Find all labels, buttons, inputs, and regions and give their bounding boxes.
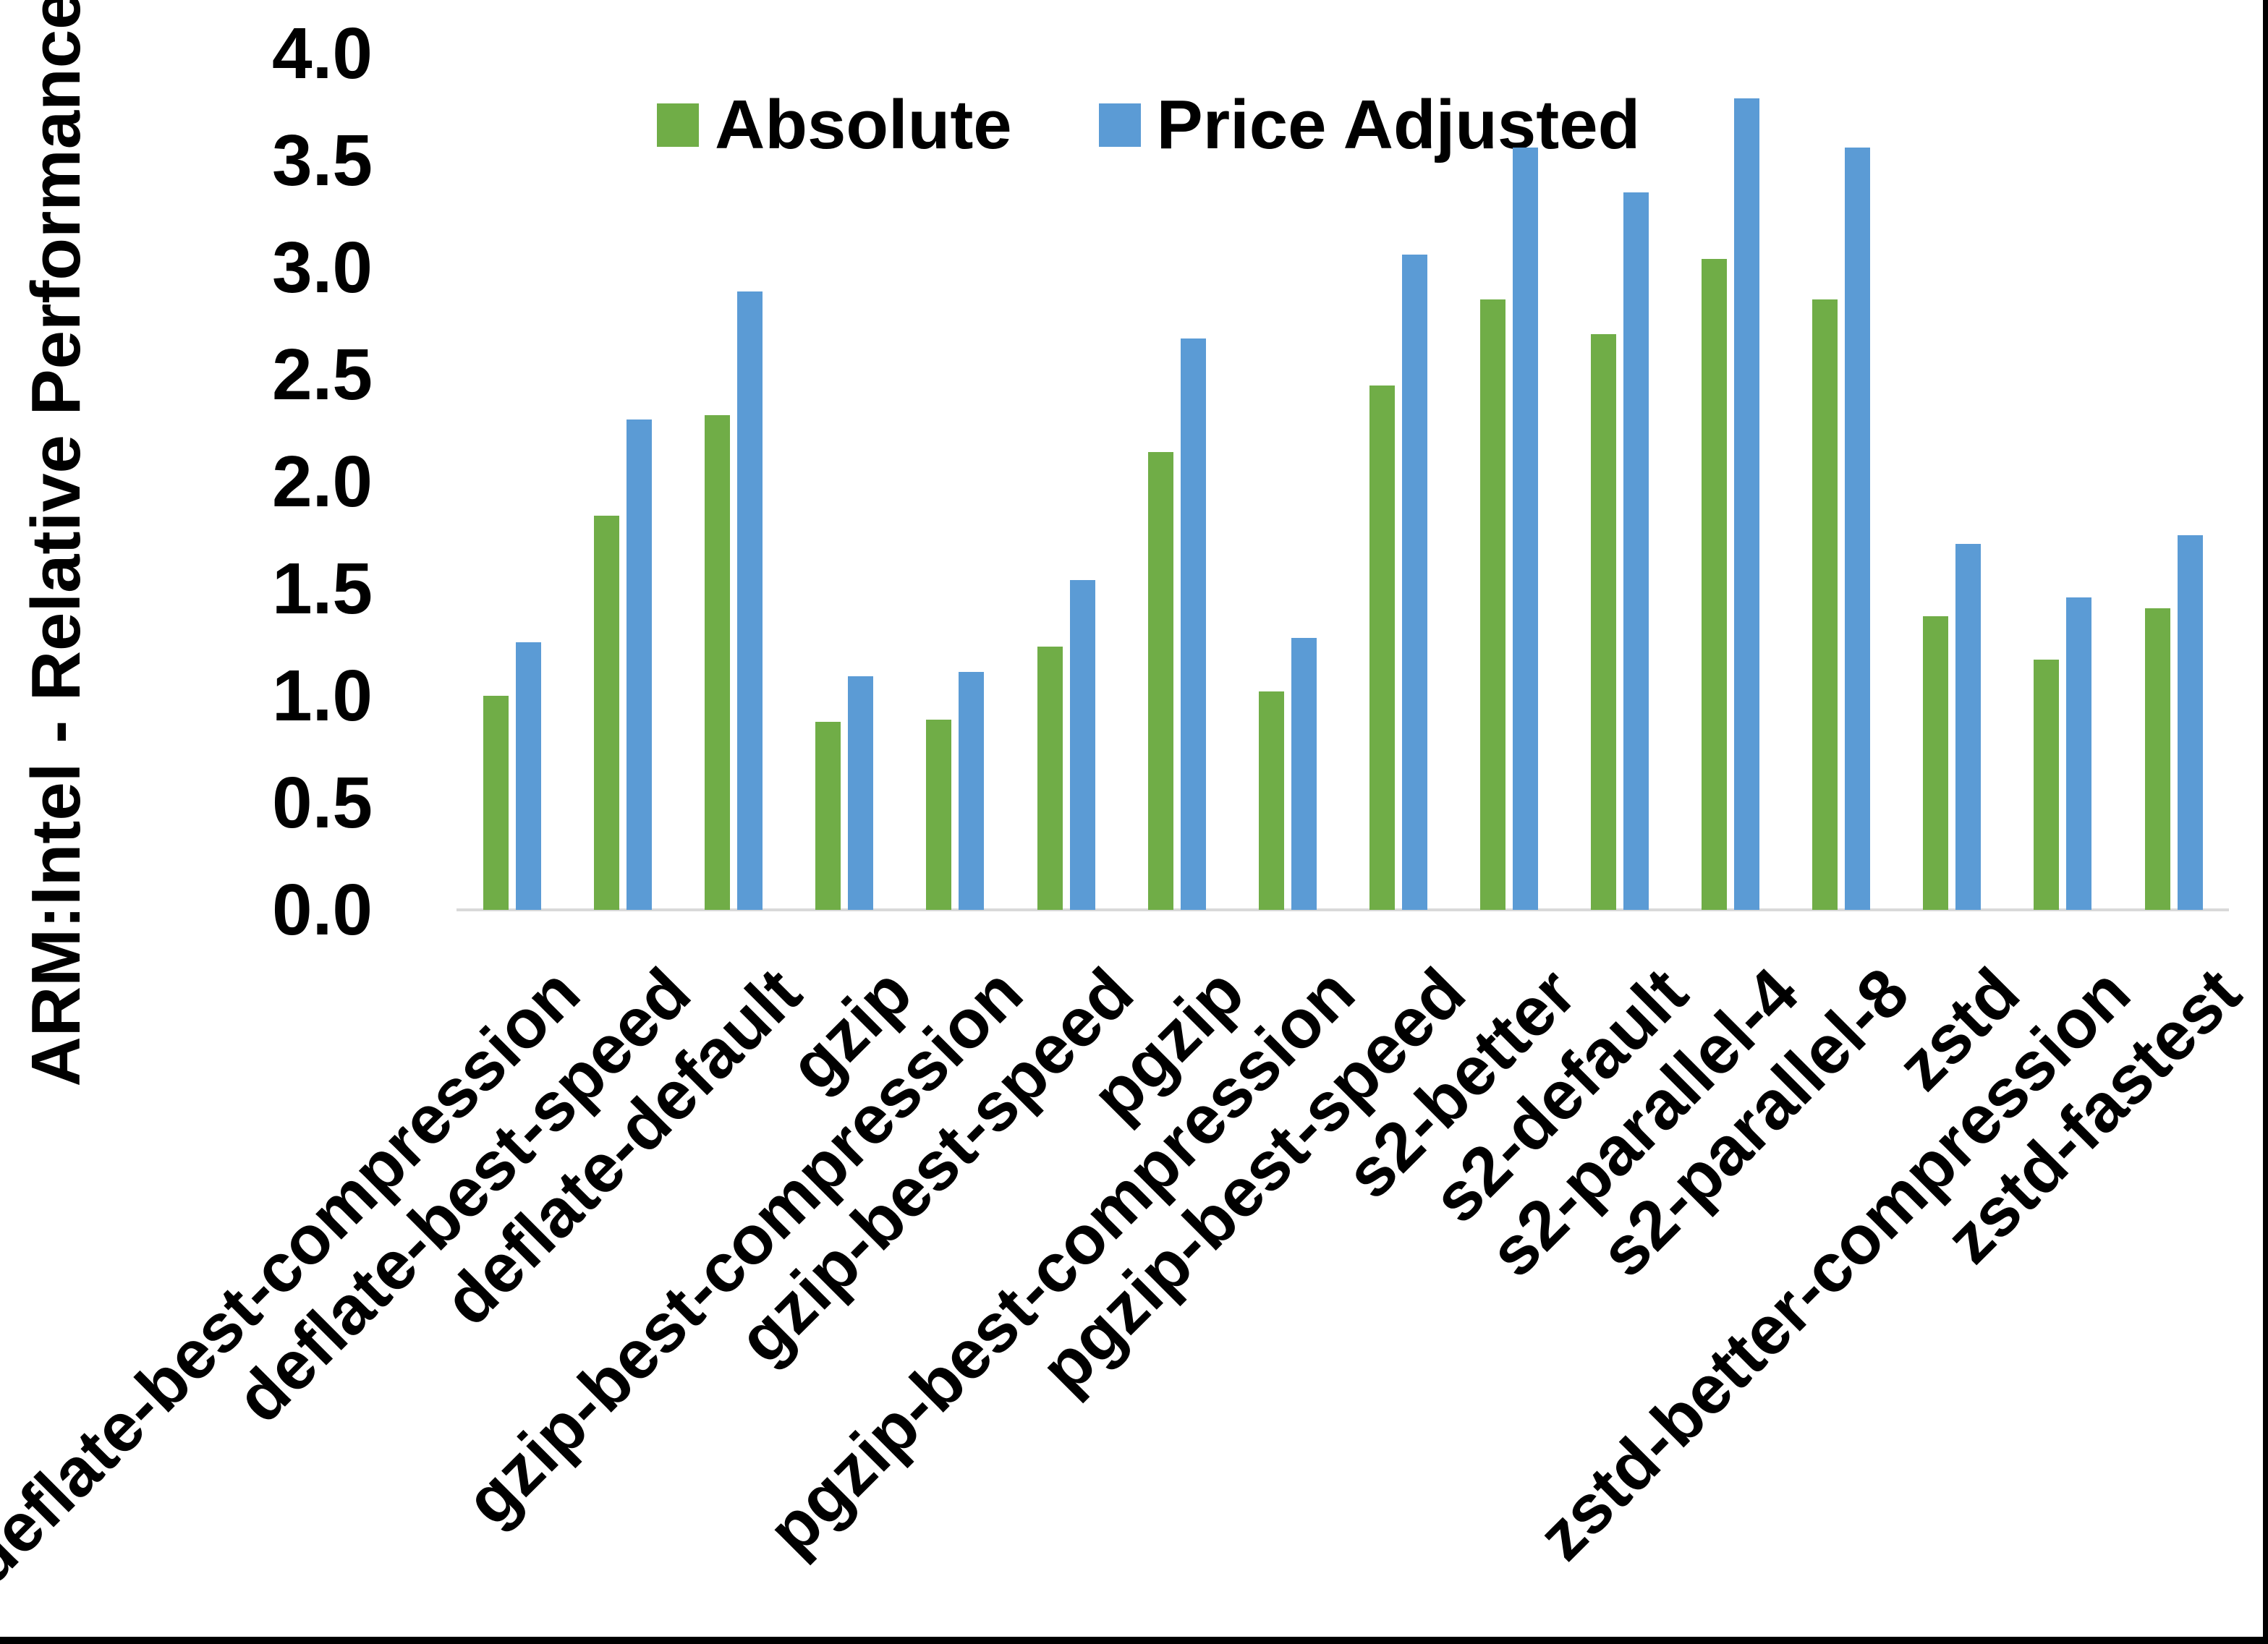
bar-absolute-pgzip xyxy=(1148,452,1173,910)
bar-price-adjusted-deflate-best-speed xyxy=(627,419,652,910)
bar-absolute-zstd-better-compression xyxy=(2034,660,2059,910)
bar-price-adjusted-pgzip xyxy=(1181,338,1206,910)
bar-absolute-zstd xyxy=(1923,616,1948,910)
bar-price-adjusted-gzip xyxy=(848,676,873,910)
legend-item-absolute: Absolute xyxy=(657,85,1012,165)
bar-absolute-s2-default xyxy=(1591,334,1616,910)
bar-absolute-gzip-best-speed xyxy=(1037,647,1063,910)
bar-price-adjusted-pgzip-best-speed xyxy=(1402,255,1427,910)
y-axis-tick-label: 4.0 xyxy=(271,13,373,94)
legend-item-price-adjusted: Price Adjusted xyxy=(1098,85,1641,165)
bar-price-adjusted-s2-better xyxy=(1513,148,1538,910)
x-axis-line xyxy=(456,908,2229,911)
slide-border-bottom xyxy=(0,1637,2268,1644)
legend: Absolute Price Adjusted xyxy=(657,85,1640,165)
y-axis-tick-label: 3.5 xyxy=(271,120,373,201)
bar-absolute-s2-better xyxy=(1480,299,1505,910)
bar-price-adjusted-deflate-best-compression xyxy=(516,642,541,910)
legend-label-absolute: Absolute xyxy=(715,86,1012,163)
bar-price-adjusted-s2-parallel-8 xyxy=(1845,148,1870,910)
y-axis-tick-label: 3.0 xyxy=(271,227,373,308)
bar-price-adjusted-deflate-default xyxy=(737,291,763,910)
legend-swatch-absolute xyxy=(657,103,699,147)
y-axis-tick-label: 2.0 xyxy=(271,441,373,522)
slide-border-right xyxy=(2263,0,2268,1644)
bar-absolute-zstd-fastest xyxy=(2145,608,2170,910)
bar-absolute-deflate-best-compression xyxy=(483,696,509,910)
bar-price-adjusted-gzip-best-compression xyxy=(959,672,984,910)
legend-label-price-adjusted: Price Adjusted xyxy=(1156,86,1641,163)
bar-price-adjusted-gzip-best-speed xyxy=(1070,580,1095,910)
bar-absolute-deflate-best-speed xyxy=(594,516,619,910)
y-axis-tick-label: 0.0 xyxy=(271,869,373,950)
bar-absolute-gzip xyxy=(815,722,841,910)
bar-absolute-pgzip-best-speed xyxy=(1369,386,1395,910)
bar-absolute-gzip-best-compression xyxy=(926,720,951,910)
y-axis-tick-label: 1.0 xyxy=(271,655,373,736)
y-axis-tick-label: 1.5 xyxy=(271,548,373,629)
bar-absolute-s2-parallel-8 xyxy=(1812,299,1838,910)
bar-absolute-s2-parallel-4 xyxy=(1702,259,1727,910)
bar-absolute-deflate-default xyxy=(705,415,730,910)
bar-absolute-pgzip-best-compression xyxy=(1259,691,1284,910)
bar-price-adjusted-zstd-fastest xyxy=(2178,535,2203,910)
y-axis-tick-label: 2.5 xyxy=(271,334,373,415)
bar-price-adjusted-s2-parallel-4 xyxy=(1734,98,1759,910)
bar-price-adjusted-s2-default xyxy=(1623,192,1649,910)
legend-swatch-price-adjusted xyxy=(1098,103,1141,147)
bar-price-adjusted-pgzip-best-compression xyxy=(1291,638,1317,910)
bar-price-adjusted-zstd-better-compression xyxy=(2066,597,2091,910)
y-axis-tick-label: 0.5 xyxy=(271,762,373,843)
bar-price-adjusted-zstd xyxy=(1955,544,1981,910)
